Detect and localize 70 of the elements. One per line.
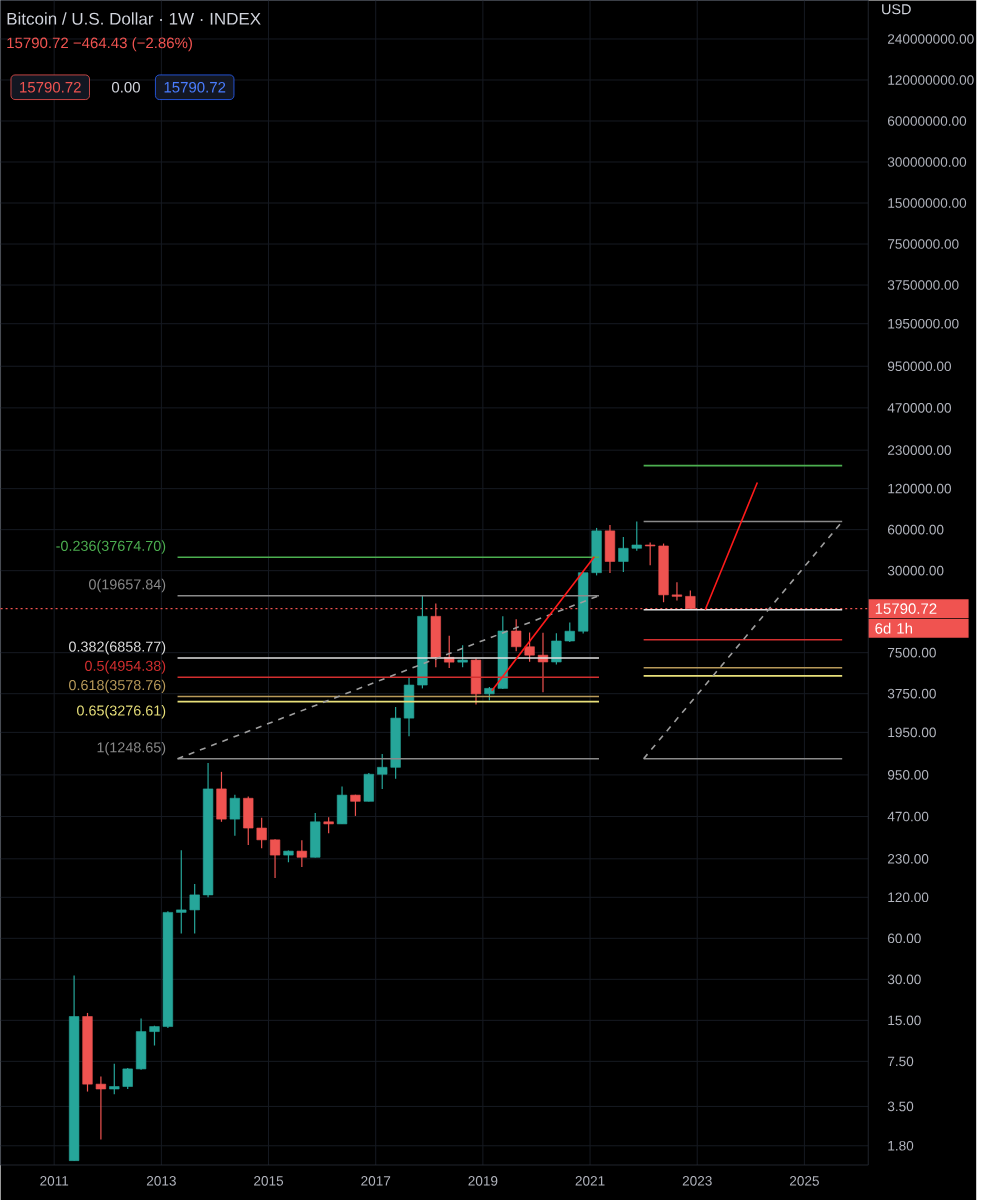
candlestick (350, 794, 361, 817)
series-label: -0.236(37674.70) (56, 540, 166, 554)
candlestick (551, 632, 562, 666)
annotation: 15790.72 (20, 81, 81, 93)
x-tick-label: 2019 (468, 1176, 498, 1186)
y-tick-label: 120000.00 (888, 483, 952, 494)
annotation: 0.00 (112, 81, 141, 93)
x-tick-label: 2011 (40, 1176, 69, 1186)
candlestick (269, 838, 281, 879)
y-tick-label: 1.80 (888, 1140, 914, 1151)
y-tick-label: 3.50 (887, 1101, 914, 1112)
y-tick-label: 7.50 (888, 1056, 914, 1067)
series-label: 0(19657.84) (89, 578, 166, 593)
y-tick-label: 30000.00 (887, 565, 944, 576)
text: Bitcoin / U.S. Dollar · 1W · INDEX (7, 12, 261, 25)
y-tick-label: 3750.00 (887, 688, 936, 699)
text: 6d 1h (875, 622, 913, 634)
candlestick (176, 849, 187, 935)
y-tick-label: 1950000.00 (888, 318, 959, 329)
x-tick-label: 2023 (682, 1176, 712, 1186)
y-tick-label: 60000.00 (888, 524, 944, 535)
series-label: 1(1248.65) (97, 741, 166, 756)
y-tick-label: 230000.00 (888, 445, 952, 455)
candlestick (671, 581, 683, 601)
candlestick (189, 883, 200, 935)
y-tick-label: 950000.00 (887, 361, 952, 372)
y-tick-label: 1950.00 (888, 727, 936, 738)
candlestick (377, 753, 388, 790)
x-tick-label: 2025 (790, 1176, 819, 1186)
series-label: 0.65(3276.61) (77, 705, 166, 719)
candlestick (457, 644, 468, 668)
y-tick-label: 120.00 (888, 892, 929, 903)
x-tick-label: 2021 (575, 1176, 605, 1186)
y-axis-title: USD (882, 4, 911, 15)
ref-line-label: 15790.72 (875, 603, 937, 614)
y-tick-label: 240000000.00 (888, 34, 974, 44)
x-tick-label: 2015 (254, 1176, 284, 1186)
candlestick (631, 520, 642, 552)
y-tick-label: 60.00 (888, 933, 921, 944)
y-tick-label: 470000.00 (887, 403, 952, 413)
y-tick-label: 3750000.00 (887, 280, 959, 290)
candlestick (618, 536, 629, 573)
y-tick-label: 7500.00 (888, 647, 936, 658)
y-tick-label: 60000000.00 (888, 116, 967, 126)
y-tick-label: 230.00 (888, 854, 929, 864)
candlestick (109, 1063, 120, 1095)
candlestick (645, 541, 656, 566)
y-tick-label: 7500000.00 (888, 239, 959, 249)
y-tick-label: 120000000.00 (888, 75, 974, 85)
series-label: 0.5(4954.38) (85, 660, 166, 674)
y-tick-label: 30000000.00 (887, 157, 967, 167)
annotation: 15790.72 (164, 81, 226, 93)
y-tick-label: 950.00 (887, 770, 929, 780)
y-tick-label: 470.00 (887, 811, 929, 822)
candlestick (122, 1067, 133, 1090)
candlestick (564, 621, 575, 643)
x-tick-label: 2017 (361, 1176, 391, 1186)
candlestick (524, 631, 535, 663)
series-label: 0.618(3578.76) (69, 679, 166, 694)
candlestick (95, 1075, 107, 1141)
y-tick-label: 30.00 (887, 974, 921, 985)
candlestick (511, 618, 522, 652)
candlestick (296, 839, 308, 868)
series-label: 0.382(6858.77) (69, 641, 166, 655)
x-tick-label: 2013 (146, 1176, 176, 1186)
y-tick-label: 15000000.00 (888, 198, 967, 208)
candlestick (229, 794, 241, 837)
y-tick-label: 15.00 (888, 1015, 921, 1026)
text: 15790.72 −464.43 (−2.86%) (7, 37, 193, 52)
candlestick (256, 817, 267, 849)
